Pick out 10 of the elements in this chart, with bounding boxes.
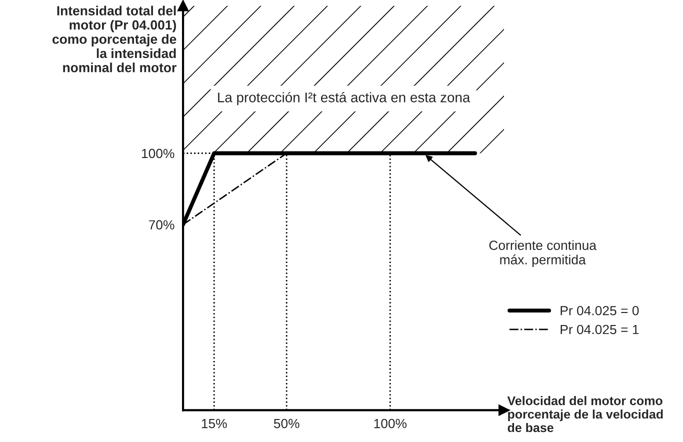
legend-label: Pr 04.025 = 1: [560, 324, 639, 334]
x-axis-title: Velocidad del motor como porcentaje de la velocidad de base: [507, 396, 663, 432]
y-axis-title: Intensidad total del motor (Pr 04.001) como porcentaje de la intensidad nominal del motor: [52, 6, 176, 72]
band-label: La protección I²t está activa en esta zona: [218, 92, 470, 106]
x-tick-label: 15%: [202, 418, 227, 428]
x-tick-label: 100%: [374, 418, 407, 428]
annotation: Corriente continua máx. permitida: [489, 240, 596, 268]
y-tick-label: 70%: [148, 220, 174, 230]
legend-label: Pr 04.025 = 0: [560, 306, 639, 316]
x-tick-label: 50%: [274, 418, 300, 428]
